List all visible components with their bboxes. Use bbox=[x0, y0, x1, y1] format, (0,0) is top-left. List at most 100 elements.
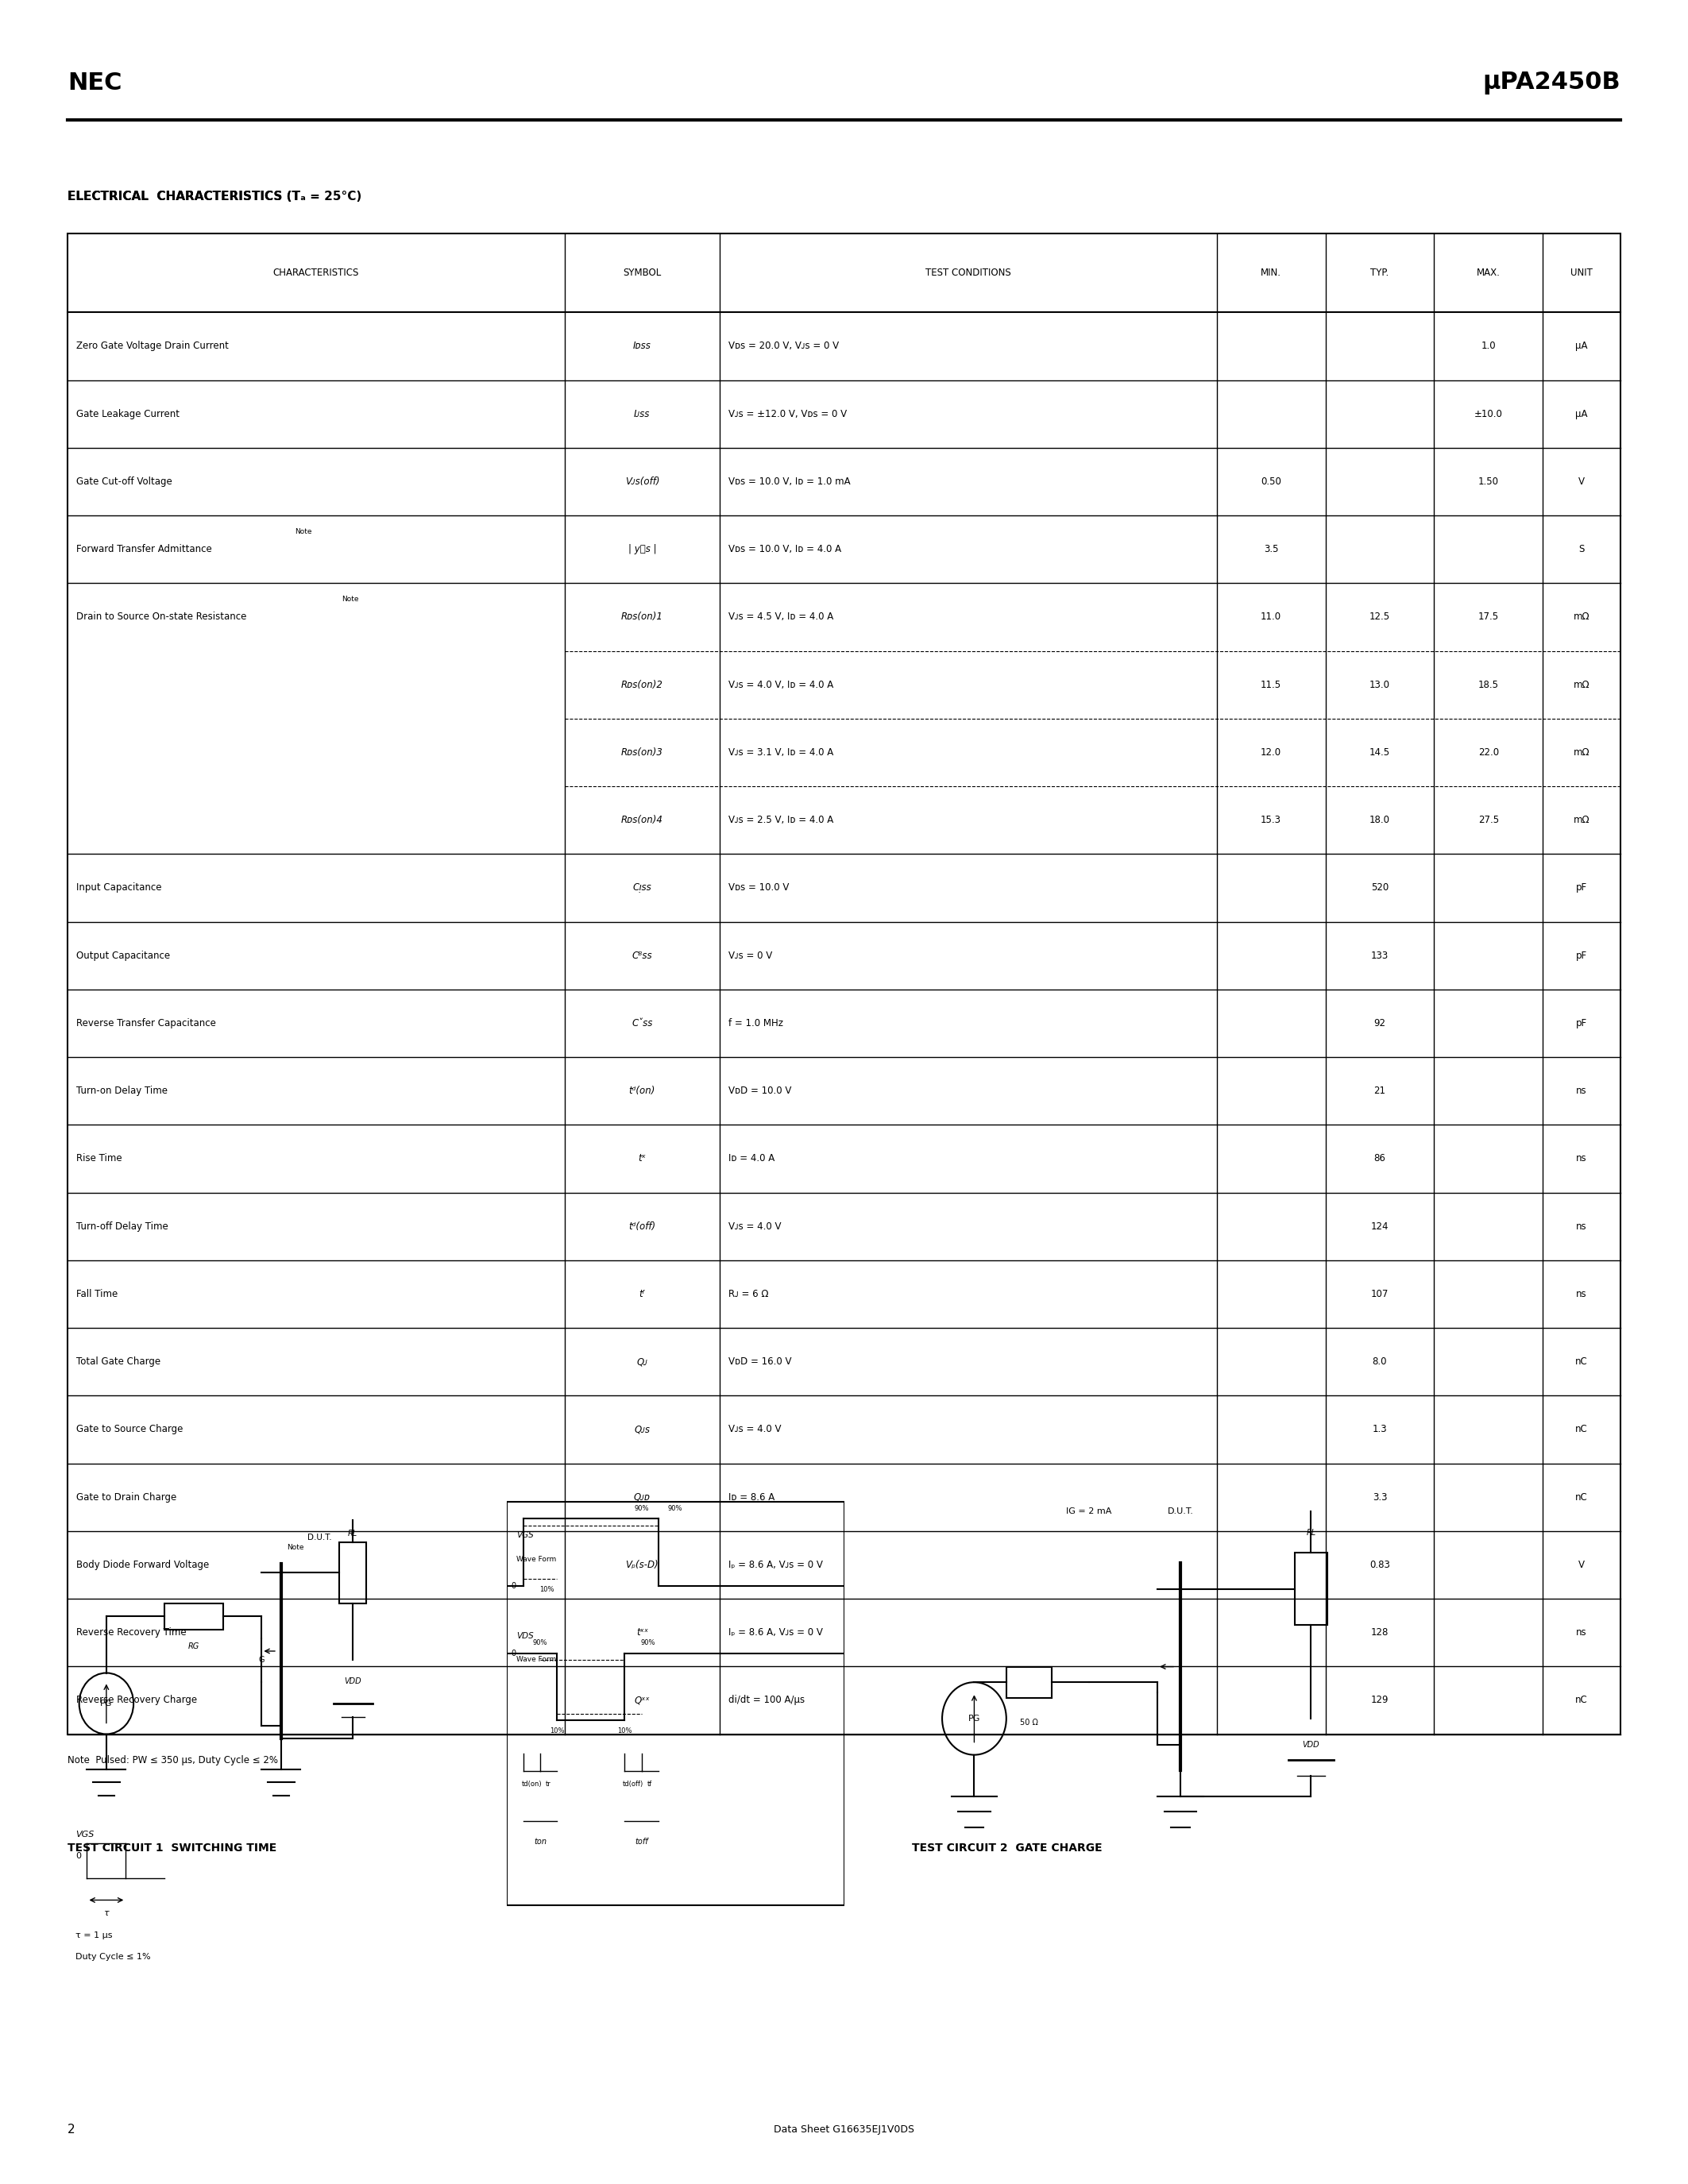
Text: td(on): td(on) bbox=[522, 1780, 542, 1789]
Text: 0: 0 bbox=[76, 1852, 81, 1861]
Text: 90%: 90% bbox=[533, 1640, 547, 1647]
Text: 18.0: 18.0 bbox=[1369, 815, 1391, 826]
Text: 133: 133 bbox=[1371, 950, 1389, 961]
Text: 124: 124 bbox=[1371, 1221, 1389, 1232]
Text: tᶠ: tᶠ bbox=[638, 1289, 645, 1299]
Text: ns: ns bbox=[1577, 1085, 1587, 1096]
Text: tᵈ(on): tᵈ(on) bbox=[630, 1085, 655, 1096]
Text: 1.0: 1.0 bbox=[1480, 341, 1496, 352]
Text: tr: tr bbox=[545, 1780, 552, 1789]
Text: 27.5: 27.5 bbox=[1479, 815, 1499, 826]
Text: Vᴊs = ±12.0 V, Vᴅs = 0 V: Vᴊs = ±12.0 V, Vᴅs = 0 V bbox=[728, 408, 847, 419]
Text: Gate to Drain Charge: Gate to Drain Charge bbox=[76, 1492, 176, 1503]
Text: Vᴊs(off): Vᴊs(off) bbox=[625, 476, 660, 487]
Text: ELECTRICAL  CHARACTERISTICS (T: ELECTRICAL CHARACTERISTICS (T bbox=[68, 190, 300, 203]
Text: NEC: NEC bbox=[68, 72, 122, 94]
Text: Vᴊs = 0 V: Vᴊs = 0 V bbox=[728, 950, 771, 961]
Text: 8.0: 8.0 bbox=[1372, 1356, 1388, 1367]
Text: 21: 21 bbox=[1374, 1085, 1386, 1096]
Text: Cᴮss: Cᴮss bbox=[631, 950, 652, 961]
Text: 1.3: 1.3 bbox=[1372, 1424, 1388, 1435]
Text: f = 1.0 MHz: f = 1.0 MHz bbox=[728, 1018, 783, 1029]
Text: TYP.: TYP. bbox=[1371, 269, 1389, 277]
Text: tf: tf bbox=[648, 1780, 652, 1789]
Text: Reverse Transfer Capacitance: Reverse Transfer Capacitance bbox=[76, 1018, 216, 1029]
Text: TEST CIRCUIT 1  SWITCHING TIME: TEST CIRCUIT 1 SWITCHING TIME bbox=[68, 1841, 277, 1854]
Text: 90%: 90% bbox=[668, 1505, 682, 1511]
Text: Fall Time: Fall Time bbox=[76, 1289, 118, 1299]
Text: 92: 92 bbox=[1374, 1018, 1386, 1029]
Text: Gate to Source Charge: Gate to Source Charge bbox=[76, 1424, 182, 1435]
Text: MIN.: MIN. bbox=[1261, 269, 1281, 277]
Text: Vᴊs = 4.0 V, Iᴅ = 4.0 A: Vᴊs = 4.0 V, Iᴅ = 4.0 A bbox=[728, 679, 834, 690]
Text: MAX.: MAX. bbox=[1477, 269, 1501, 277]
Text: td(off): td(off) bbox=[623, 1780, 643, 1789]
Text: 107: 107 bbox=[1371, 1289, 1389, 1299]
Text: nC: nC bbox=[1575, 1424, 1588, 1435]
Text: Forward Transfer Admittance: Forward Transfer Admittance bbox=[76, 544, 211, 555]
Text: Cᴉss: Cᴉss bbox=[633, 882, 652, 893]
Text: Note  Pulsed: PW ≤ 350 μs, Duty Cycle ≤ 2%: Note Pulsed: PW ≤ 350 μs, Duty Cycle ≤ 2… bbox=[68, 1756, 279, 1765]
Text: 0: 0 bbox=[511, 1581, 515, 1590]
Text: τ: τ bbox=[103, 1909, 110, 1918]
Text: Note: Note bbox=[287, 1544, 304, 1551]
Text: nC: nC bbox=[1575, 1356, 1588, 1367]
Text: Note: Note bbox=[341, 596, 360, 603]
Text: D.U.T.: D.U.T. bbox=[1168, 1507, 1193, 1516]
Text: Iᴅss: Iᴅss bbox=[633, 341, 652, 352]
Bar bbox=[68, 234, 1620, 1734]
Text: CHARACTERISTICS: CHARACTERISTICS bbox=[273, 269, 360, 277]
Text: Wave Form: Wave Form bbox=[517, 1555, 557, 1562]
Text: Note: Note bbox=[295, 529, 312, 535]
Text: Vᴅs = 10.0 V, Iᴅ = 1.0 mA: Vᴅs = 10.0 V, Iᴅ = 1.0 mA bbox=[728, 476, 851, 487]
Text: VᴅD = 10.0 V: VᴅD = 10.0 V bbox=[728, 1085, 792, 1096]
Text: G: G bbox=[258, 1655, 265, 1664]
Text: Input Capacitance: Input Capacitance bbox=[76, 882, 162, 893]
Text: Iᴅ = 4.0 A: Iᴅ = 4.0 A bbox=[728, 1153, 775, 1164]
Text: VDD: VDD bbox=[344, 1677, 361, 1686]
Text: ±10.0: ±10.0 bbox=[1474, 408, 1502, 419]
Text: IG = 2 mA: IG = 2 mA bbox=[1067, 1507, 1111, 1516]
Text: tˣ: tˣ bbox=[638, 1153, 647, 1164]
Text: Qˣˣ: Qˣˣ bbox=[635, 1695, 650, 1706]
Text: Vᴊs = 4.0 V: Vᴊs = 4.0 V bbox=[728, 1221, 782, 1232]
Text: Reverse Recovery Time: Reverse Recovery Time bbox=[76, 1627, 186, 1638]
Text: Vᴅs = 10.0 V, Iᴅ = 4.0 A: Vᴅs = 10.0 V, Iᴅ = 4.0 A bbox=[728, 544, 841, 555]
Text: Cˇss: Cˇss bbox=[631, 1018, 653, 1029]
Text: 12.5: 12.5 bbox=[1369, 612, 1391, 622]
Text: VGS: VGS bbox=[517, 1531, 533, 1540]
Text: Drain to Source On-state Resistance: Drain to Source On-state Resistance bbox=[76, 612, 246, 622]
Text: pF: pF bbox=[1577, 950, 1587, 961]
Text: ns: ns bbox=[1577, 1289, 1587, 1299]
Text: 10%: 10% bbox=[540, 1586, 554, 1592]
Text: S: S bbox=[1578, 544, 1585, 555]
Text: Vᴅs = 10.0 V: Vᴅs = 10.0 V bbox=[728, 882, 788, 893]
Text: 15.3: 15.3 bbox=[1261, 815, 1281, 826]
Text: 520: 520 bbox=[1371, 882, 1389, 893]
Text: Rᴅs(on)3: Rᴅs(on)3 bbox=[621, 747, 663, 758]
Text: Gate Leakage Current: Gate Leakage Current bbox=[76, 408, 179, 419]
Text: mΩ: mΩ bbox=[1573, 747, 1590, 758]
Text: Rᴊ = 6 Ω: Rᴊ = 6 Ω bbox=[728, 1289, 768, 1299]
Text: Iᴊss: Iᴊss bbox=[635, 408, 650, 419]
Text: 3.3: 3.3 bbox=[1372, 1492, 1388, 1503]
Text: tᵈ(off): tᵈ(off) bbox=[628, 1221, 655, 1232]
Text: Output Capacitance: Output Capacitance bbox=[76, 950, 170, 961]
Text: 50 Ω: 50 Ω bbox=[1020, 1719, 1038, 1728]
Text: Turn-on Delay Time: Turn-on Delay Time bbox=[76, 1085, 167, 1096]
Text: VGS: VGS bbox=[76, 1830, 95, 1839]
Text: Rᴅs(on)1: Rᴅs(on)1 bbox=[621, 612, 663, 622]
Text: 129: 129 bbox=[1371, 1695, 1389, 1706]
Text: toff: toff bbox=[635, 1839, 648, 1845]
Text: | y₞s |: | y₞s | bbox=[628, 544, 657, 555]
Text: τ = 1 μs: τ = 1 μs bbox=[76, 1931, 111, 1939]
Text: 11.5: 11.5 bbox=[1261, 679, 1281, 690]
Text: Iᴅ = 8.6 A: Iᴅ = 8.6 A bbox=[728, 1492, 775, 1503]
Text: VDS: VDS bbox=[517, 1631, 533, 1640]
Text: TEST CONDITIONS: TEST CONDITIONS bbox=[925, 269, 1011, 277]
Text: nC: nC bbox=[1575, 1492, 1588, 1503]
Text: ns: ns bbox=[1577, 1153, 1587, 1164]
Text: 90%: 90% bbox=[635, 1505, 648, 1511]
Text: pF: pF bbox=[1577, 882, 1587, 893]
Text: 17.5: 17.5 bbox=[1479, 612, 1499, 622]
